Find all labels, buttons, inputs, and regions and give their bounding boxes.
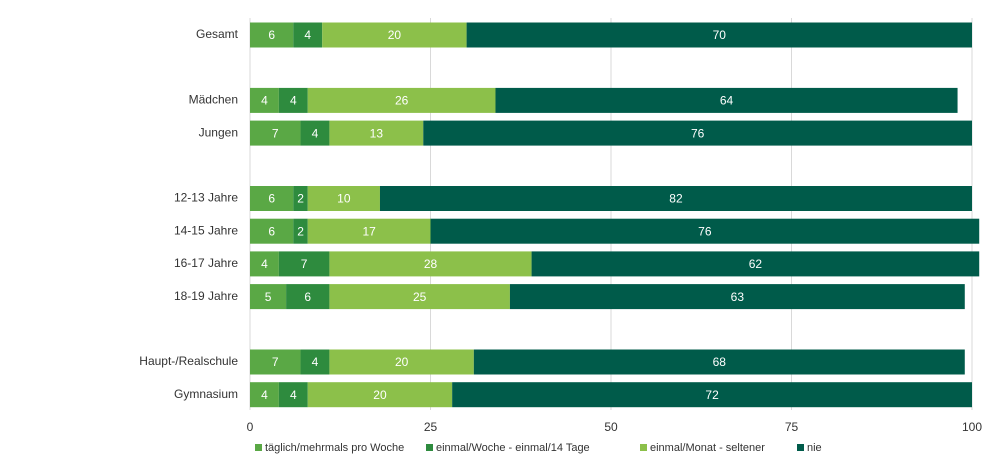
data-label: 72: [705, 388, 719, 402]
x-tick-label: 0: [247, 420, 254, 434]
y-tick-label: Gymnasium: [174, 387, 238, 401]
data-label: 4: [290, 94, 297, 108]
bar-segment: [250, 87, 279, 113]
data-label: 2: [297, 192, 304, 206]
data-label: 5: [265, 290, 272, 304]
bar-segment: [329, 349, 474, 375]
bar-segment: [278, 87, 308, 113]
bar-segment: [250, 349, 301, 375]
y-tick-label: 18-19 Jahre: [174, 289, 238, 303]
data-label: 70: [713, 28, 727, 42]
data-label: 62: [749, 257, 763, 271]
bar-segment: [430, 218, 980, 244]
data-label: 6: [268, 224, 275, 238]
bar-segment: [379, 186, 973, 211]
legend-label: einmal/Monat - seltener: [650, 442, 765, 454]
bar-segment: [307, 382, 453, 408]
bar-segment: [250, 186, 294, 211]
x-tick-label: 50: [604, 420, 618, 434]
data-label: 63: [731, 290, 745, 304]
data-label: 20: [373, 388, 387, 402]
data-label: 4: [304, 28, 311, 42]
y-tick-label: 12-13 Jahre: [174, 191, 238, 205]
data-label: 28: [424, 257, 438, 271]
data-label: 4: [261, 388, 268, 402]
legend-swatch: [426, 444, 433, 451]
data-label: 4: [261, 257, 268, 271]
bar-segment: [250, 284, 287, 310]
legend-swatch: [640, 444, 647, 451]
data-label: 82: [669, 192, 683, 206]
bar-segment: [250, 251, 279, 277]
bar-segment: [293, 22, 323, 48]
bar-segment: [322, 22, 467, 48]
legend-label: täglich/mehrmals pro Woche: [265, 442, 404, 454]
bar-segment: [300, 120, 330, 146]
legend-label: einmal/Woche - einmal/14 Tage: [436, 442, 590, 454]
bar-segment: [286, 284, 330, 310]
data-label: 6: [304, 290, 311, 304]
data-label: 4: [312, 355, 319, 369]
data-label: 4: [290, 388, 297, 402]
data-label: 10: [337, 192, 351, 206]
bar-segment: [329, 284, 510, 310]
bar-segment: [473, 349, 965, 375]
data-label: 6: [268, 28, 275, 42]
bar-segment: [329, 251, 532, 277]
bar-segment: [278, 251, 330, 277]
data-label: 68: [713, 355, 727, 369]
legend-label: nie: [807, 442, 822, 454]
bar-segment: [250, 218, 294, 244]
data-label: 7: [272, 126, 279, 140]
bar-segment: [531, 251, 980, 277]
bar-segment: [250, 120, 301, 146]
x-tick-label: 75: [785, 420, 799, 434]
data-label: 25: [413, 290, 427, 304]
bar-segment: [307, 87, 496, 113]
bar-segment: [452, 382, 972, 408]
data-label: 26: [395, 94, 409, 108]
data-label: 7: [272, 355, 279, 369]
y-tick-label: Haupt-/Realschule: [139, 354, 238, 368]
data-label: 76: [691, 126, 705, 140]
bar-segment: [466, 22, 972, 48]
legend-swatch: [255, 444, 262, 451]
bar-segment: [250, 382, 279, 408]
legend-swatch: [797, 444, 804, 451]
bar-segment: [307, 218, 431, 244]
data-label: 7: [301, 257, 308, 271]
bar-segment: [293, 186, 308, 211]
bar-segment: [250, 22, 294, 48]
data-label: 6: [268, 192, 275, 206]
data-label: 17: [362, 224, 376, 238]
y-tick-label: Gesamt: [196, 27, 239, 41]
bar-segment: [278, 382, 308, 408]
y-tick-label: Mädchen: [189, 93, 238, 107]
data-label: 4: [261, 94, 268, 108]
data-label: 2: [297, 224, 304, 238]
bar-segment: [495, 87, 958, 113]
data-label: 13: [370, 126, 384, 140]
data-label: 4: [312, 126, 319, 140]
y-tick-label: Jungen: [199, 125, 238, 139]
bar-segment: [423, 120, 972, 146]
x-tick-label: 100: [962, 420, 982, 434]
y-tick-label: 14-15 Jahre: [174, 223, 238, 237]
data-label: 64: [720, 94, 734, 108]
bar-segment: [509, 284, 965, 310]
bar-segment: [329, 120, 424, 146]
x-tick-label: 25: [424, 420, 438, 434]
data-label: 20: [388, 28, 402, 42]
bar-segment: [293, 218, 308, 244]
y-tick-label: 16-17 Jahre: [174, 256, 238, 270]
bar-segment: [307, 186, 380, 211]
data-label: 76: [698, 224, 712, 238]
data-label: 20: [395, 355, 409, 369]
bar-segment: [300, 349, 330, 375]
